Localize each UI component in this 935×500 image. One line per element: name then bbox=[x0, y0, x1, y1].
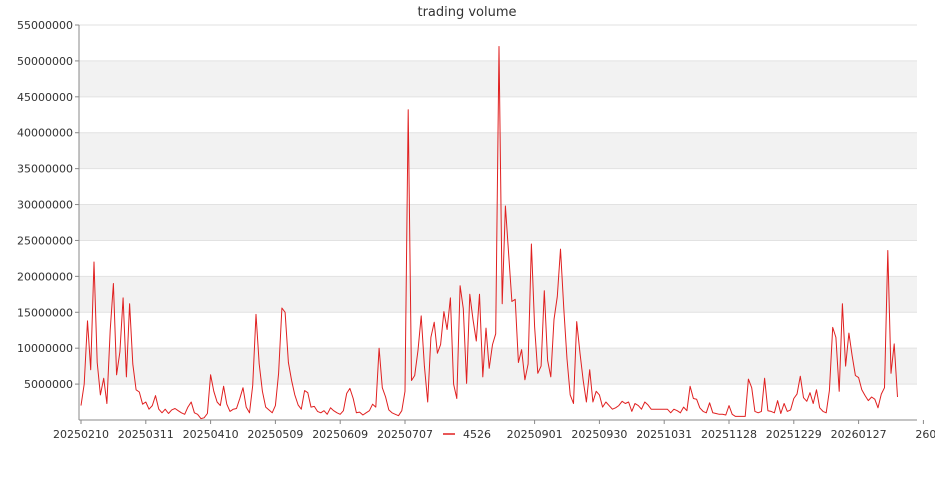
y-tick-label: 10000000 bbox=[17, 342, 73, 355]
series-lines bbox=[80, 46, 898, 420]
grid-band bbox=[79, 348, 917, 385]
y-tick-label: 50000000 bbox=[17, 55, 73, 68]
x-axis-ticks: 20250210 20250311 20250410 20250509 20250609… bbox=[53, 420, 935, 441]
x-tick-label: 20250901 bbox=[507, 428, 563, 441]
x-tick-label: 20251128 bbox=[701, 428, 757, 441]
series-line bbox=[80, 46, 898, 420]
y-axis-ticks: 5000000 10000000 15000000 20000000 25000000 3… bbox=[17, 19, 79, 391]
x-tick-label: 20251229 bbox=[766, 428, 822, 441]
grid-band bbox=[79, 276, 917, 313]
y-tick-label: 20000000 bbox=[17, 270, 73, 283]
y-tick-label: 40000000 bbox=[17, 127, 73, 140]
legend: 4526 bbox=[443, 428, 491, 441]
y-tick-label: 35000000 bbox=[17, 163, 73, 176]
x-tick-label: 20250311 bbox=[118, 428, 174, 441]
x-tick-label: 20250410 bbox=[183, 428, 239, 441]
x-tick-label: 260 bbox=[915, 428, 935, 441]
x-tick-label: 20260127 bbox=[831, 428, 887, 441]
legend-label: 4526 bbox=[463, 428, 491, 441]
x-tick-label: 20250707 bbox=[377, 428, 433, 441]
y-tick-label: 15000000 bbox=[17, 306, 73, 319]
x-tick-label: 20250210 bbox=[53, 428, 109, 441]
axes bbox=[78, 25, 917, 421]
y-tick-label: 45000000 bbox=[17, 91, 73, 104]
x-tick-label: 20250930 bbox=[571, 428, 627, 441]
y-tick-label: 25000000 bbox=[17, 234, 73, 247]
y-tick-label: 30000000 bbox=[17, 199, 73, 212]
y-tick-label: 5000000 bbox=[24, 378, 73, 391]
chart-title: trading volume bbox=[417, 5, 516, 20]
x-tick-label: 20251031 bbox=[636, 428, 692, 441]
x-tick-label: 20250609 bbox=[312, 428, 368, 441]
y-tick-label: 55000000 bbox=[17, 19, 73, 32]
grid-band bbox=[79, 204, 917, 241]
x-tick-label: 20250509 bbox=[247, 428, 303, 441]
